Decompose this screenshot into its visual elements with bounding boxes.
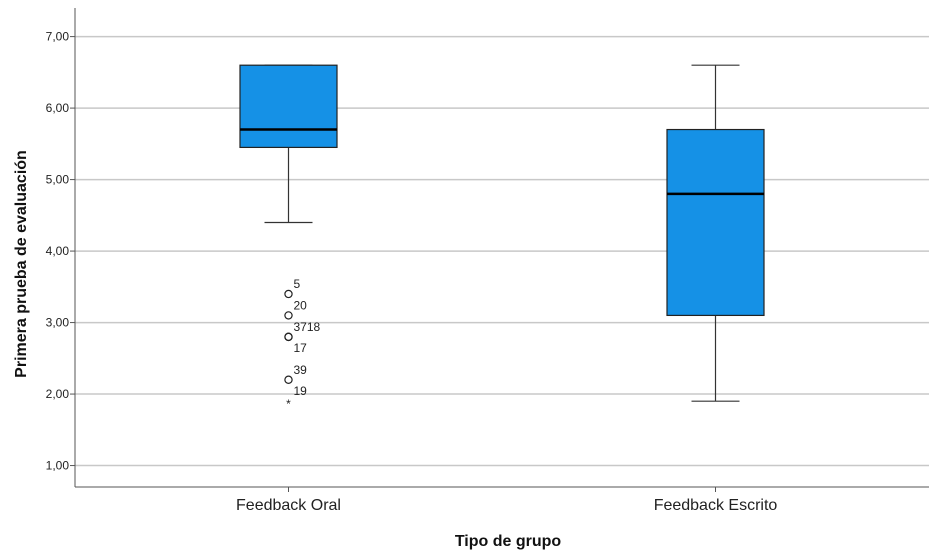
box-2 xyxy=(666,64,765,402)
iqr-box xyxy=(666,128,765,317)
gridlines xyxy=(75,35,929,467)
y-tick-label: 3,00 xyxy=(46,316,70,330)
outlier-circle-marker xyxy=(284,375,293,384)
x-tick-label: Feedback Escrito xyxy=(654,497,778,514)
outlier-label: 20 xyxy=(294,298,308,312)
outlier-label: 19 xyxy=(294,384,308,398)
y-tick-label: 7,00 xyxy=(46,30,70,44)
y-tick-label: 4,00 xyxy=(46,244,70,258)
outlier-label: 5 xyxy=(294,277,301,291)
outlier-circle-marker xyxy=(284,289,293,299)
box-1: 5 20 3718 17 39 *19 xyxy=(239,64,338,411)
iqr-box xyxy=(239,64,338,149)
extreme-star-marker: * xyxy=(286,397,291,411)
outlier-label: 39 xyxy=(294,363,308,377)
outlier-circle-marker xyxy=(284,332,293,342)
x-tick-label: Feedback Oral xyxy=(236,497,341,514)
y-tick-label: 2,00 xyxy=(46,387,70,401)
boxes: 5 20 3718 17 39 *19 xyxy=(239,64,765,411)
outlier-label: 17 xyxy=(294,341,308,355)
y-tick-label: 6,00 xyxy=(46,101,70,115)
y-tick-label: 5,00 xyxy=(46,173,70,187)
y-axis-title: Primera prueba de evaluación xyxy=(13,150,30,378)
outlier-circle-marker xyxy=(284,311,293,320)
x-axis-title: Tipo de grupo xyxy=(455,533,562,550)
x-axis: Feedback Oral Feedback Escrito xyxy=(75,486,929,514)
outlier-label: 3718 xyxy=(294,320,321,334)
y-tick-label: 1,00 xyxy=(46,459,70,473)
y-axis: 1,00 2,00 3,00 4,00 5,00 6,00 7,00 xyxy=(46,8,76,487)
